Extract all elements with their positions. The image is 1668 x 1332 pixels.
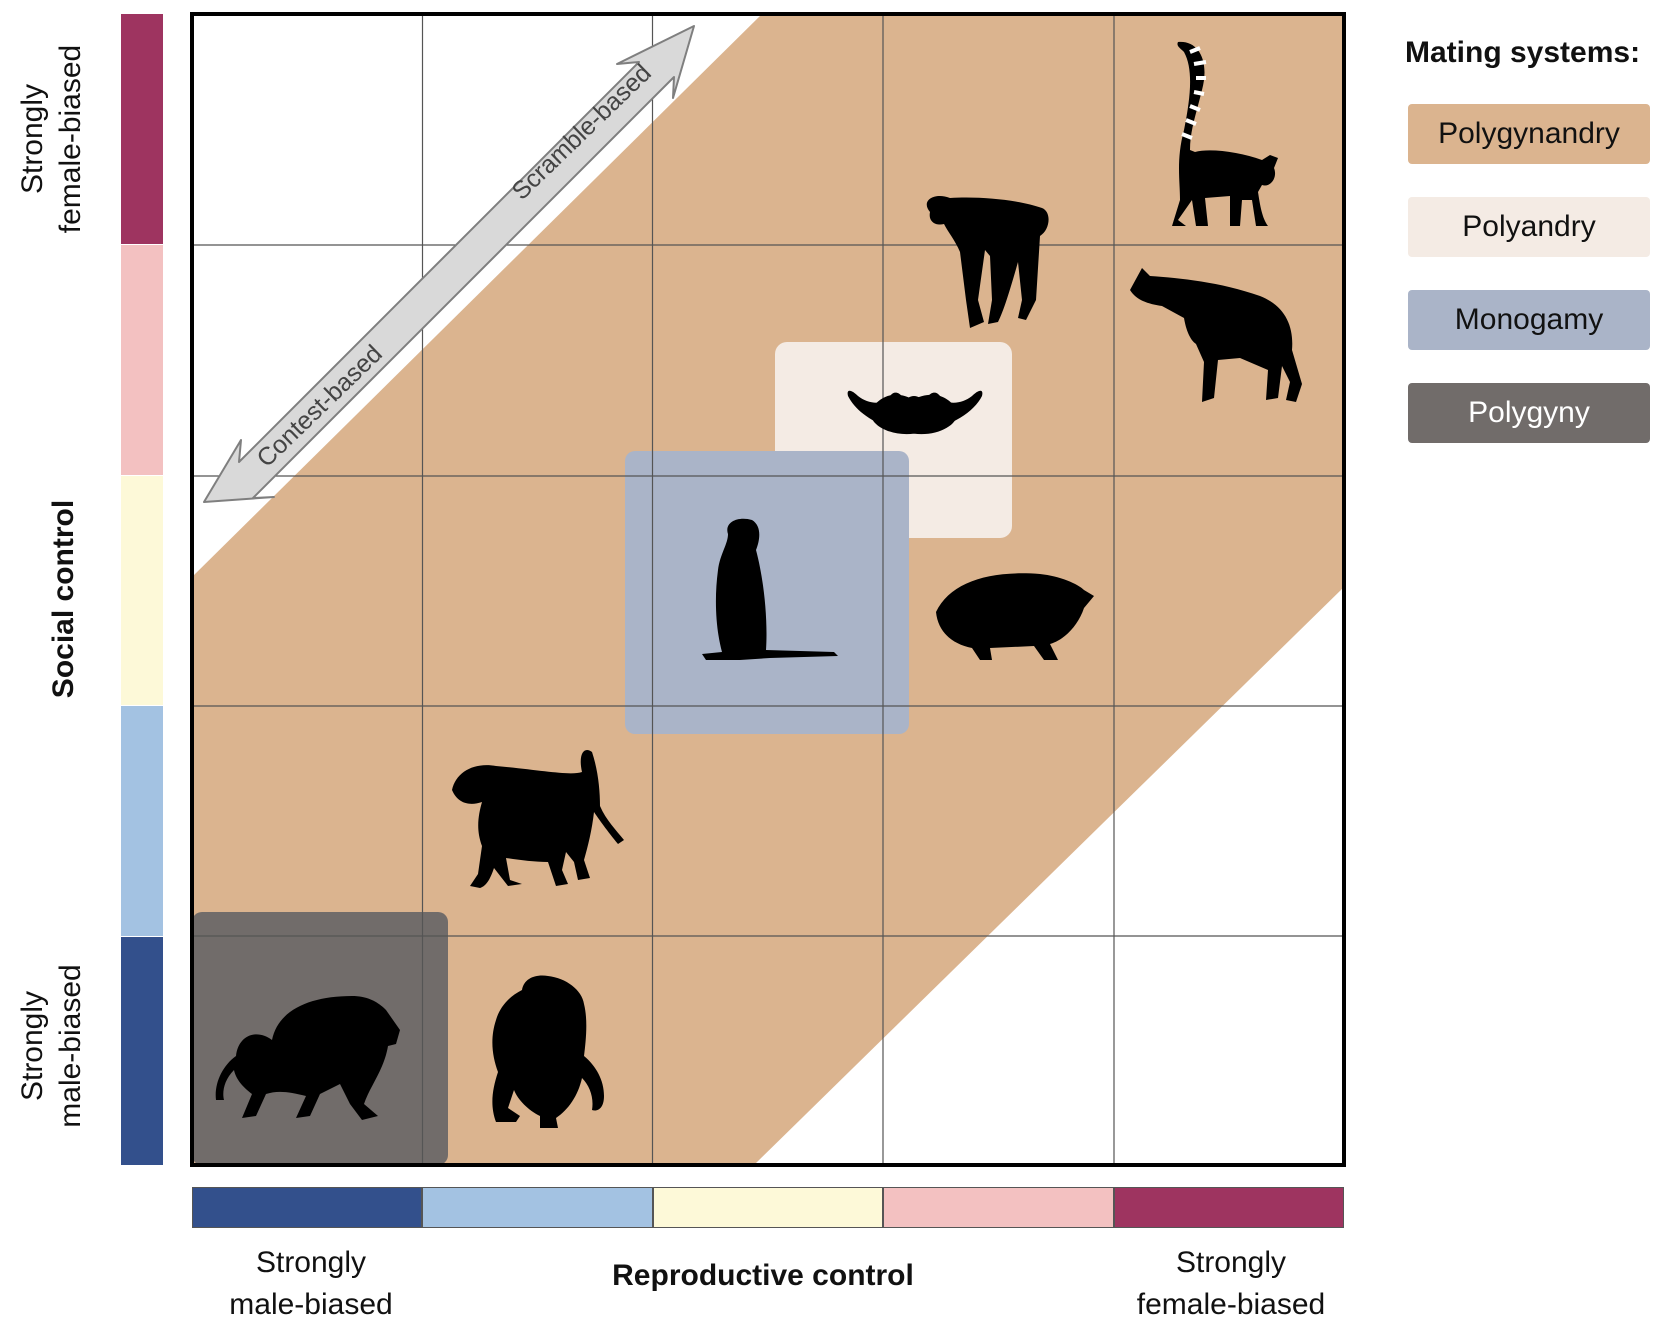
x-axis-title: Reproductive control — [612, 1259, 914, 1292]
repro-scale-segment-1 — [192, 1187, 422, 1228]
ring-tailed-lemur-tail-stripes — [1181, 46, 1207, 140]
x-low-label: Strongly male-biased — [196, 1242, 426, 1326]
legend-item-polygyny: Polygyny — [1408, 383, 1650, 443]
social-scale-segment-5 — [121, 14, 163, 244]
plot-frame — [190, 12, 1346, 1167]
repro-scale-segment-3 — [653, 1187, 883, 1228]
legend-item-polygynandry: Polygynandry — [1408, 104, 1650, 164]
legend-item-polyandry: Polyandry — [1408, 197, 1650, 257]
contest-scramble-arrow — [203, 25, 695, 503]
repro-scale-segment-5 — [1114, 1187, 1344, 1228]
social-scale-segment-1 — [121, 937, 163, 1165]
hamadryas-baboon-icon — [215, 996, 400, 1120]
social-scale-segment-3 — [121, 476, 163, 705]
double-arrow-shape — [203, 25, 695, 503]
bonobo-icon — [926, 195, 1049, 328]
spotted-hyena-icon — [1130, 268, 1302, 402]
meerkat-icon — [702, 518, 838, 660]
x-low-label-line1: Strongly — [255, 1246, 367, 1279]
monogamy-region — [625, 451, 909, 734]
x-high-label-line1: Strongly — [1175, 1246, 1287, 1279]
legend-label: Polygynandry — [1438, 117, 1620, 150]
social-scale-segment-2 — [121, 706, 163, 936]
x-high-label-line2: female-biased — [1136, 1288, 1326, 1321]
x-low-label-line2: male-biased — [229, 1288, 393, 1321]
x-high-label: Strongly female-biased — [1101, 1242, 1361, 1326]
repro-scale-segment-4 — [883, 1187, 1114, 1228]
chimpanzee-icon — [492, 975, 604, 1128]
legend-title: Mating systems: — [1405, 36, 1641, 69]
legend-label: Monogamy — [1454, 303, 1604, 336]
legend-label: Polyandry — [1462, 210, 1596, 243]
rock-hyrax-icon — [936, 573, 1094, 660]
legend-item-monogamy: Monogamy — [1408, 290, 1650, 350]
baboon-icon — [452, 750, 624, 888]
legend-label: Polygyny — [1468, 396, 1590, 429]
social-scale-segment-4 — [121, 245, 163, 475]
repro-scale-segment-2 — [422, 1187, 653, 1228]
ring-tailed-lemur-icon — [1172, 41, 1278, 226]
mustache-icon — [847, 390, 983, 435]
grid-lines — [192, 14, 1344, 1165]
